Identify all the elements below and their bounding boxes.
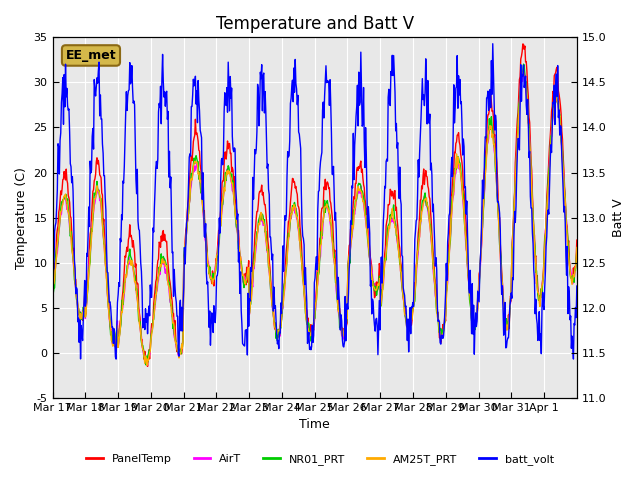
Text: EE_met: EE_met: [66, 49, 116, 62]
X-axis label: Time: Time: [300, 419, 330, 432]
Y-axis label: Temperature (C): Temperature (C): [15, 167, 28, 269]
Title: Temperature and Batt V: Temperature and Batt V: [216, 15, 413, 33]
Legend: PanelTemp, AirT, NR01_PRT, AM25T_PRT, batt_volt: PanelTemp, AirT, NR01_PRT, AM25T_PRT, ba…: [81, 450, 559, 469]
Y-axis label: Batt V: Batt V: [612, 198, 625, 237]
